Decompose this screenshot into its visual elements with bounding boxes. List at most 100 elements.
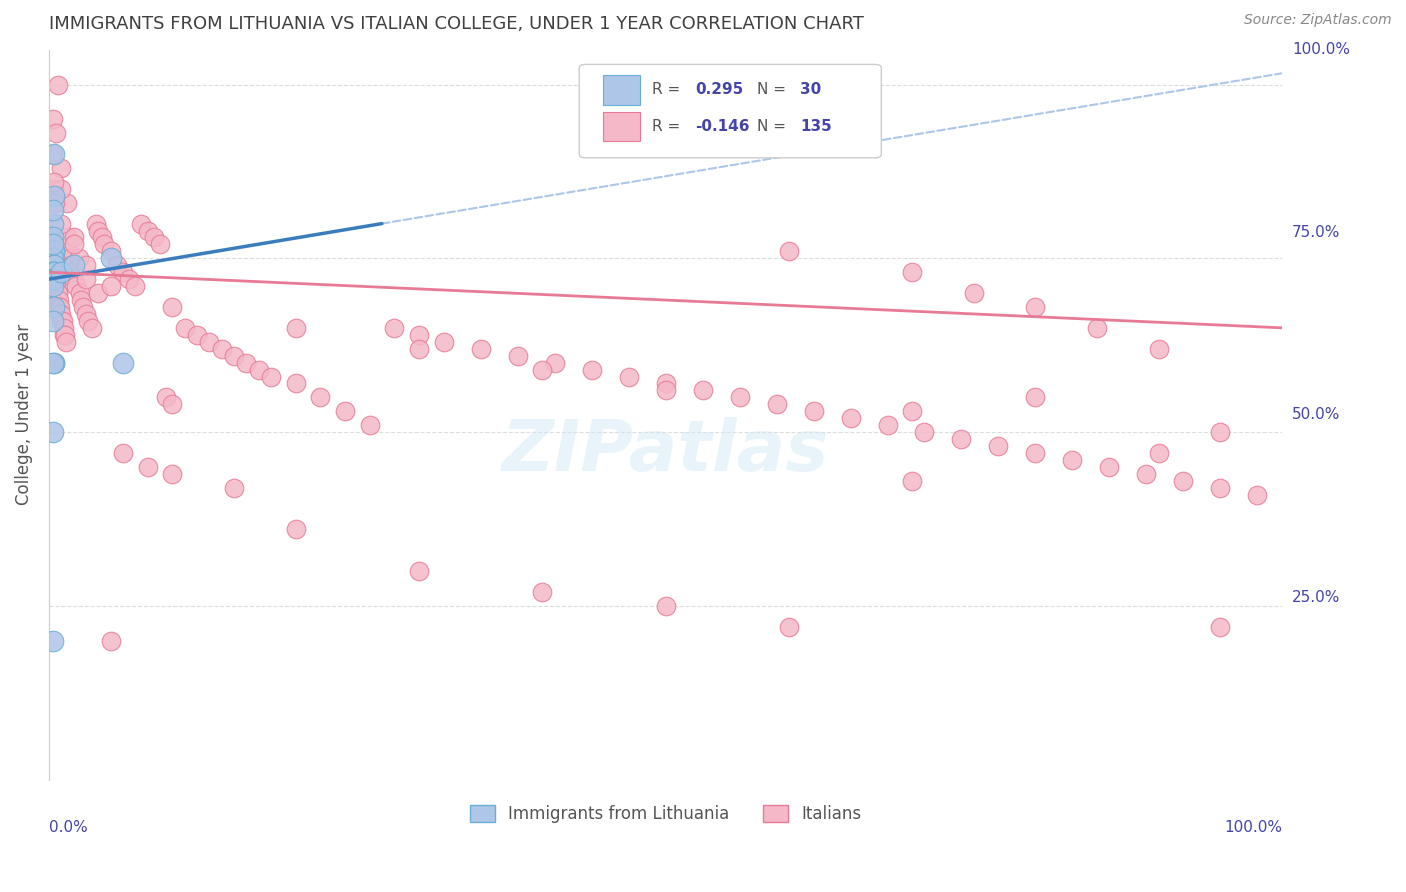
Point (284, 376, 307, 391)
Point (45, 272, 67, 286)
Point (48, 293, 70, 307)
Point (75, 272, 97, 286)
Point (100, 633, 122, 648)
Point (51, 314, 73, 328)
Point (60, 258, 83, 272)
Point (91, 230, 114, 244)
Point (1062, 453, 1084, 467)
Point (284, 523, 307, 537)
Point (803, 404, 825, 418)
Point (41, 217, 63, 231)
Point (247, 362, 270, 376)
Point (198, 334, 221, 349)
Point (162, 397, 184, 411)
Point (987, 439, 1010, 453)
Text: Source: ZipAtlas.com: Source: ZipAtlas.com (1244, 13, 1392, 28)
Point (876, 418, 898, 433)
Point (44, 265, 66, 279)
Point (333, 404, 356, 418)
Point (59, 252, 82, 266)
Text: -0.146: -0.146 (695, 119, 749, 134)
Point (41, 425, 63, 439)
Point (75, 307, 97, 321)
Point (51, 161, 73, 175)
Text: R =: R = (652, 119, 685, 134)
Point (56, 230, 79, 244)
Point (42, 356, 65, 370)
Point (67, 252, 90, 266)
Point (1024, 446, 1046, 460)
Point (692, 384, 714, 398)
Y-axis label: College, Under 1 year: College, Under 1 year (15, 324, 32, 505)
Point (42, 244, 65, 259)
Point (162, 300, 184, 314)
Point (1246, 488, 1268, 502)
Point (1209, 425, 1232, 439)
Point (46, 78, 69, 92)
Point (42, 258, 65, 272)
Point (162, 467, 184, 481)
Point (56, 195, 79, 210)
Point (49, 307, 72, 321)
Point (41, 244, 63, 259)
Point (531, 585, 554, 599)
Point (44, 272, 66, 286)
Point (41, 244, 63, 259)
Point (62, 230, 84, 244)
Point (111, 446, 134, 460)
Point (901, 404, 924, 418)
Text: 50.0%: 50.0% (1292, 408, 1340, 422)
Legend: Immigrants from Lithuania, Italians: Immigrants from Lithuania, Italians (463, 798, 868, 830)
Bar (603, 112, 640, 141)
Point (222, 349, 245, 363)
Point (111, 265, 134, 279)
Point (41, 217, 63, 231)
Point (41, 633, 63, 648)
Point (75, 258, 97, 272)
Point (1209, 481, 1232, 495)
Point (1024, 390, 1046, 404)
Point (41, 279, 63, 293)
Point (142, 230, 165, 244)
Text: ZIPatlas: ZIPatlas (502, 417, 830, 486)
Point (432, 334, 454, 349)
Point (914, 425, 936, 439)
Point (42, 272, 65, 286)
Point (581, 362, 603, 376)
Point (901, 474, 924, 488)
Point (69, 286, 91, 301)
Point (382, 321, 405, 335)
Point (44, 195, 66, 210)
Point (41, 147, 63, 161)
Text: 30: 30 (800, 82, 821, 97)
Point (654, 599, 676, 613)
Text: 0.0%: 0.0% (49, 820, 87, 835)
Point (62, 272, 84, 286)
Point (41, 252, 63, 266)
Point (62, 258, 84, 272)
Point (51, 217, 73, 231)
Point (62, 237, 84, 252)
Point (51, 314, 73, 328)
Point (93, 237, 115, 252)
Point (211, 342, 233, 356)
Point (44, 356, 66, 370)
Point (87, 286, 110, 301)
Point (77, 314, 100, 328)
Point (901, 265, 924, 279)
Point (408, 342, 430, 356)
Point (46, 286, 69, 301)
Point (728, 390, 751, 404)
FancyBboxPatch shape (579, 64, 882, 158)
Text: 0.295: 0.295 (695, 82, 744, 97)
Bar (603, 76, 640, 104)
Point (131, 217, 153, 231)
Point (950, 432, 973, 446)
Point (41, 314, 63, 328)
Point (470, 342, 492, 356)
Point (41, 265, 63, 279)
Point (51, 307, 73, 321)
Point (1085, 321, 1108, 335)
Text: 25.0%: 25.0% (1292, 590, 1340, 605)
Point (963, 286, 986, 301)
